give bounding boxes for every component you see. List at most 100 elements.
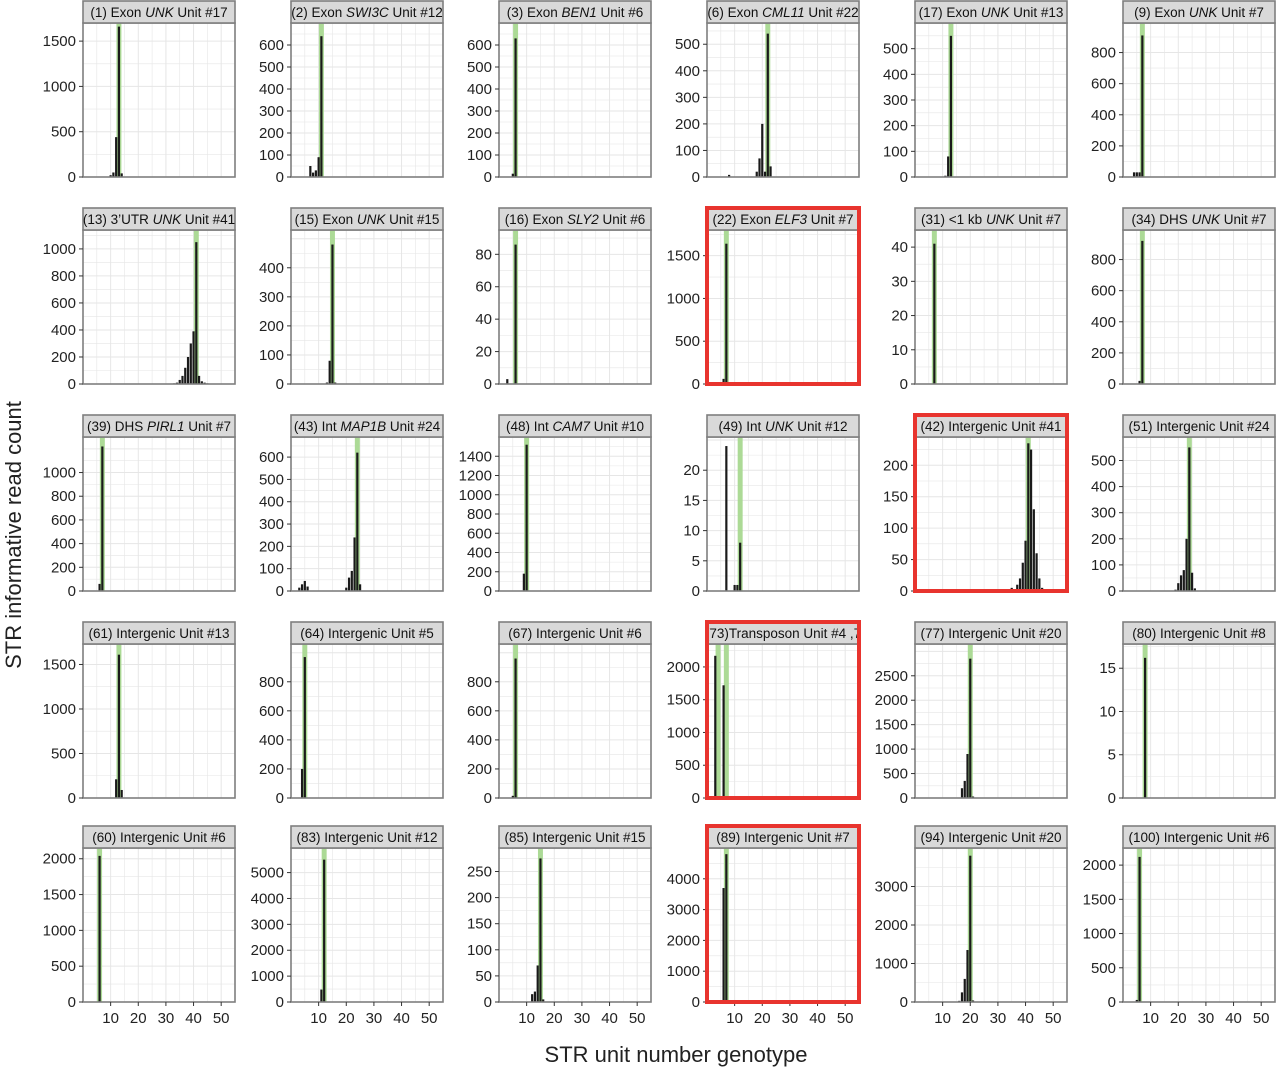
panel-strip [290,414,444,438]
x-tick-label: 40 [809,1010,826,1027]
count-bar [306,586,309,591]
count-bar [969,658,972,798]
panel-strip [1122,621,1276,645]
x-tick-label: 30 [782,1010,799,1027]
y-tick-label: 800 [51,268,76,285]
y-tick-label: 300 [259,103,284,120]
y-tick-label: 100 [467,147,492,164]
y-tick-label: 200 [51,349,76,366]
y-tick-label: 40 [891,239,908,256]
y-tick-label: 0 [68,169,76,186]
panel-strip [82,621,236,645]
count-bar [300,768,304,798]
count-bar [356,452,359,591]
count-bar [1190,572,1194,591]
y-tick-label: 15 [1099,660,1116,677]
y-tick-label: 250 [467,863,492,880]
count-bar [960,992,964,1002]
y-tick-label: 600 [259,703,284,720]
count-bar [949,35,953,178]
panel-17: (42) Intergenic Unit #41 0 50 100 150 200 [883,413,1069,600]
y-tick-label: 2000 [667,659,700,676]
y-tick-label: 100 [883,520,908,537]
panel-strip [1122,825,1276,849]
count-bar [769,166,772,177]
y-tick-label: 600 [259,37,284,54]
y-tick-label: 200 [883,457,908,474]
panel-strip [498,414,652,438]
x-tick-label: 50 [629,1010,646,1027]
y-tick-label: 0 [900,376,908,393]
y-tick-label: 10 [891,342,908,359]
count-bar [1182,570,1185,591]
count-bar [112,172,115,177]
y-tick-label: 400 [51,536,76,553]
panel-strip [290,825,444,849]
count-bar [722,685,725,798]
y-tick-label: 2000 [875,917,908,934]
y-tick-label: 400 [259,260,284,277]
panel-title: (61) Intergenic Unit #13 [88,626,229,641]
y-tick-label: 1000 [667,963,700,980]
x-tick-label: 30 [1198,1010,1215,1027]
plot-area [1123,644,1275,798]
count-bar [511,173,514,177]
panel-strip [82,414,236,438]
panel-strip [914,825,1068,849]
y-tick-label: 1000 [875,741,908,758]
panel-12: (34) DHS UNK Unit #7 0 200 400 600 800 [1091,207,1276,393]
y-tick-label: 0 [692,790,700,807]
y-tick-label: 500 [883,41,908,58]
panel-title: (64) Intergenic Unit #5 [300,626,434,641]
count-bar [1144,657,1147,798]
x-tick-label: 20 [754,1010,771,1027]
count-bar [525,444,528,591]
y-tick-label: 400 [259,732,284,749]
plot-area [291,848,443,1002]
y-tick-label: 1000 [43,78,76,95]
y-tick-label: 500 [259,59,284,76]
panel-21: (67) Intergenic Unit #6 0 200 400 600 800 [467,621,652,807]
count-bar [1188,447,1191,591]
x-tick-label: 50 [1045,1010,1062,1027]
panel-5: (17) Exon UNK Unit #13 0 100 200 300 400 500 [883,0,1068,186]
y-tick-label: 10 [1099,703,1116,720]
y-tick-label: 400 [51,322,76,339]
count-bar [1021,562,1024,591]
y-tick-label: 500 [675,333,700,350]
count-bar [542,999,545,1002]
plot-area [915,230,1067,384]
count-bar [514,244,517,384]
y-tick-label: 4000 [667,871,700,888]
y-tick-label: 20 [683,462,700,479]
count-bar [120,789,123,798]
panel-strip [498,825,652,849]
count-bar [1016,584,1019,591]
count-bar [117,654,121,798]
y-tick-label: 50 [475,968,492,985]
y-tick-label: 0 [900,790,908,807]
panel-18: (51) Intergenic Unit #24 0 100 200 300 400 500 [1091,414,1276,600]
count-bar [1024,540,1027,591]
y-tick-label: 0 [1108,790,1116,807]
y-tick-label: 0 [1108,169,1116,186]
y-tick-label: 0 [1108,994,1116,1011]
x-tick-label: 40 [601,1010,618,1027]
count-bar [1141,240,1144,384]
plot-area [707,644,859,798]
panel-title: (1) Exon UNK Unit #17 [90,5,227,20]
panel-24: (80) Intergenic Unit #8 0 5 10 15 [1099,621,1276,807]
panel-26: (83) Intergenic Unit #12 0 1000 2000 3000 400… [251,825,444,1027]
count-bar [312,172,315,177]
count-bar [947,156,950,177]
x-tick-label: 10 [518,1010,535,1027]
count-bar [966,754,969,798]
y-tick-label: 200 [259,538,284,555]
y-tick-label: 400 [883,66,908,83]
plot-area [499,230,651,384]
count-bar [966,950,969,1002]
count-bar [733,584,736,591]
y-tick-label: 100 [259,147,284,164]
x-tick-label: 50 [837,1010,854,1027]
